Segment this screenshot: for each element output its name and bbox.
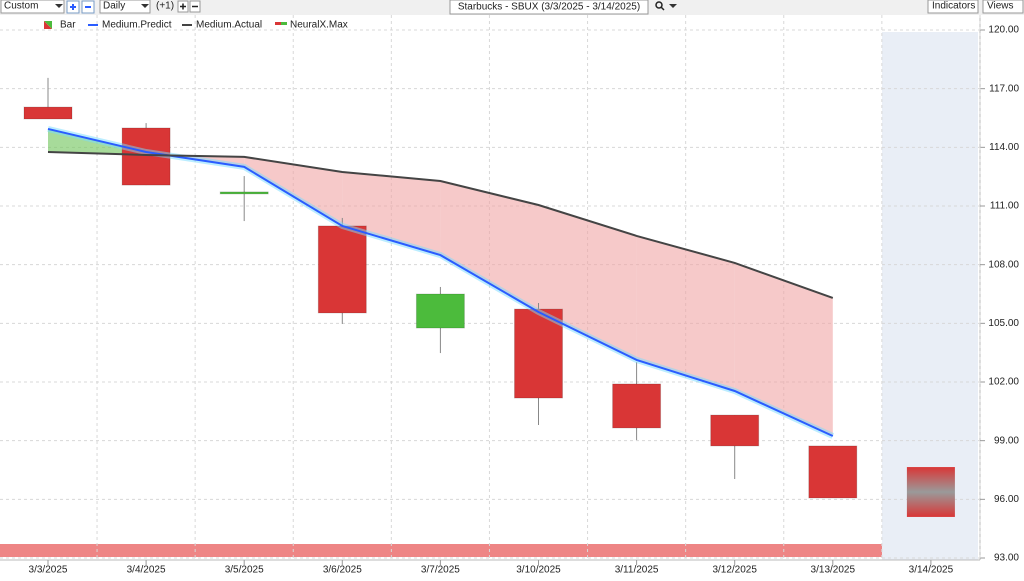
y-tick-label: 96.00 <box>994 494 1019 505</box>
search-icon[interactable] <box>655 1 663 9</box>
symbol-box[interactable] <box>449 0 649 15</box>
indicators-button[interactable] <box>927 0 979 14</box>
preset-label: Custom <box>4 1 38 12</box>
legend-icon <box>281 22 287 25</box>
candle-body <box>710 414 760 447</box>
y-tick-label: 99.00 <box>994 435 1019 446</box>
plus-icon <box>180 3 186 10</box>
y-tick-label: 93.00 <box>994 553 1019 564</box>
indicators-label: Indicators <box>932 1 975 12</box>
dropdown-arrow <box>141 4 149 8</box>
candle-body <box>808 445 858 499</box>
chart-title: Starbucks - SBUX (3/3/2025 - 3/14/2025) <box>458 2 640 13</box>
period-label: Daily <box>103 1 125 12</box>
x-tick-label: 3/6/2025 <box>323 565 362 576</box>
spread-fill <box>636 235 735 391</box>
views-label: Views <box>987 1 1014 12</box>
x-tick-label: 3/12/2025 <box>712 565 757 576</box>
candle-body <box>317 225 367 314</box>
legend-label: Bar <box>60 20 76 31</box>
y-tick-label: 111.00 <box>990 201 1020 212</box>
legend-icon <box>44 21 52 29</box>
candle-body <box>23 106 73 120</box>
candle-body <box>415 293 465 329</box>
x-tick-label: 3/13/2025 <box>811 565 856 576</box>
y-tick-label: 114.00 <box>989 142 1019 153</box>
x-tick-label: 3/3/2025 <box>29 565 68 576</box>
offset-label: (+1) <box>156 1 174 12</box>
dropdown-arrow <box>669 4 677 8</box>
candle-body <box>612 383 662 429</box>
views-button[interactable] <box>982 0 1024 14</box>
preset-dropdown[interactable] <box>0 0 65 14</box>
spread-fill <box>342 171 441 256</box>
y-tick-label: 105.00 <box>988 318 1019 329</box>
legend-icon <box>275 22 281 25</box>
dropdown-arrow <box>55 4 63 8</box>
y-tick-label: 120.00 <box>988 25 1019 36</box>
x-tick-label: 3/10/2025 <box>516 565 561 576</box>
period-dropdown[interactable] <box>99 0 151 14</box>
legend-label: Medium.Actual <box>196 20 262 31</box>
search-icon-handle <box>660 6 665 11</box>
forecast-box <box>906 467 955 517</box>
spread-fill <box>734 262 833 436</box>
x-tick-label: 3/14/2025 <box>909 565 954 576</box>
signal-band <box>0 544 882 557</box>
candle-body <box>514 308 563 399</box>
legend-label: NeuralX.Max <box>290 20 348 31</box>
line <box>47 151 834 299</box>
plus-icon <box>70 4 76 10</box>
candle-body <box>219 191 269 195</box>
x-tick-label: 3/5/2025 <box>225 565 264 576</box>
x-tick-label: 3/4/2025 <box>127 565 166 576</box>
line <box>47 127 834 437</box>
y-tick-label: 117.00 <box>989 83 1019 94</box>
y-tick-label: 102.00 <box>988 377 1019 388</box>
spread-fill <box>440 180 539 312</box>
y-tick-label: 108.00 <box>988 259 1019 270</box>
x-tick-label: 3/7/2025 <box>421 565 460 576</box>
legend-label: Medium.Predict <box>102 20 172 31</box>
x-tick-label: 3/11/2025 <box>615 565 659 576</box>
